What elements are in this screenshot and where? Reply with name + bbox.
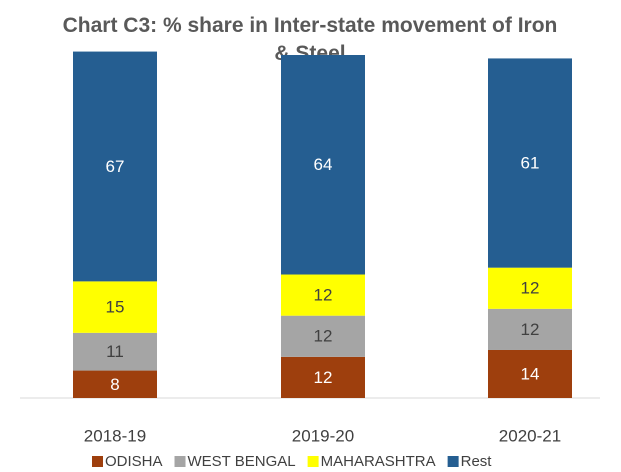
bar-segment	[73, 370, 157, 398]
bar-segment	[281, 55, 365, 275]
bar-segment	[488, 349, 572, 398]
value-label: 12	[314, 368, 333, 387]
value-label: 12	[521, 279, 540, 298]
bar-segment	[488, 58, 572, 268]
legend-label: Rest	[461, 453, 493, 470]
bar-segment	[73, 51, 157, 282]
value-label: 12	[521, 320, 540, 339]
value-label: 8	[110, 375, 119, 394]
value-label: 14	[521, 364, 540, 383]
value-label: 12	[314, 327, 333, 346]
value-label: 64	[314, 155, 333, 174]
legend-swatch	[307, 456, 319, 467]
legend-swatch	[447, 456, 459, 467]
legend-swatch	[174, 456, 186, 467]
value-label: 15	[106, 298, 125, 317]
bar-segment	[73, 281, 157, 333]
bar-segment	[281, 315, 365, 357]
legend-label: MAHARASHTRA	[321, 453, 436, 470]
bar-segment	[73, 332, 157, 371]
bar-segment	[488, 308, 572, 350]
x-tick-label: 2018-19	[84, 426, 146, 445]
legend-label: WEST BENGAL	[188, 453, 296, 470]
value-label: 61	[521, 154, 540, 173]
bar-segment	[488, 267, 572, 309]
bar-segment	[281, 356, 365, 398]
bar-segment	[281, 274, 365, 316]
value-label: 11	[106, 342, 124, 361]
legend-label: ODISHA	[105, 453, 163, 470]
legend-swatch	[92, 456, 103, 467]
value-label: 67	[106, 157, 125, 176]
x-tick-label: 2020-21	[499, 426, 561, 445]
value-label: 12	[314, 286, 333, 305]
x-tick-label: 2019-20	[292, 426, 354, 445]
